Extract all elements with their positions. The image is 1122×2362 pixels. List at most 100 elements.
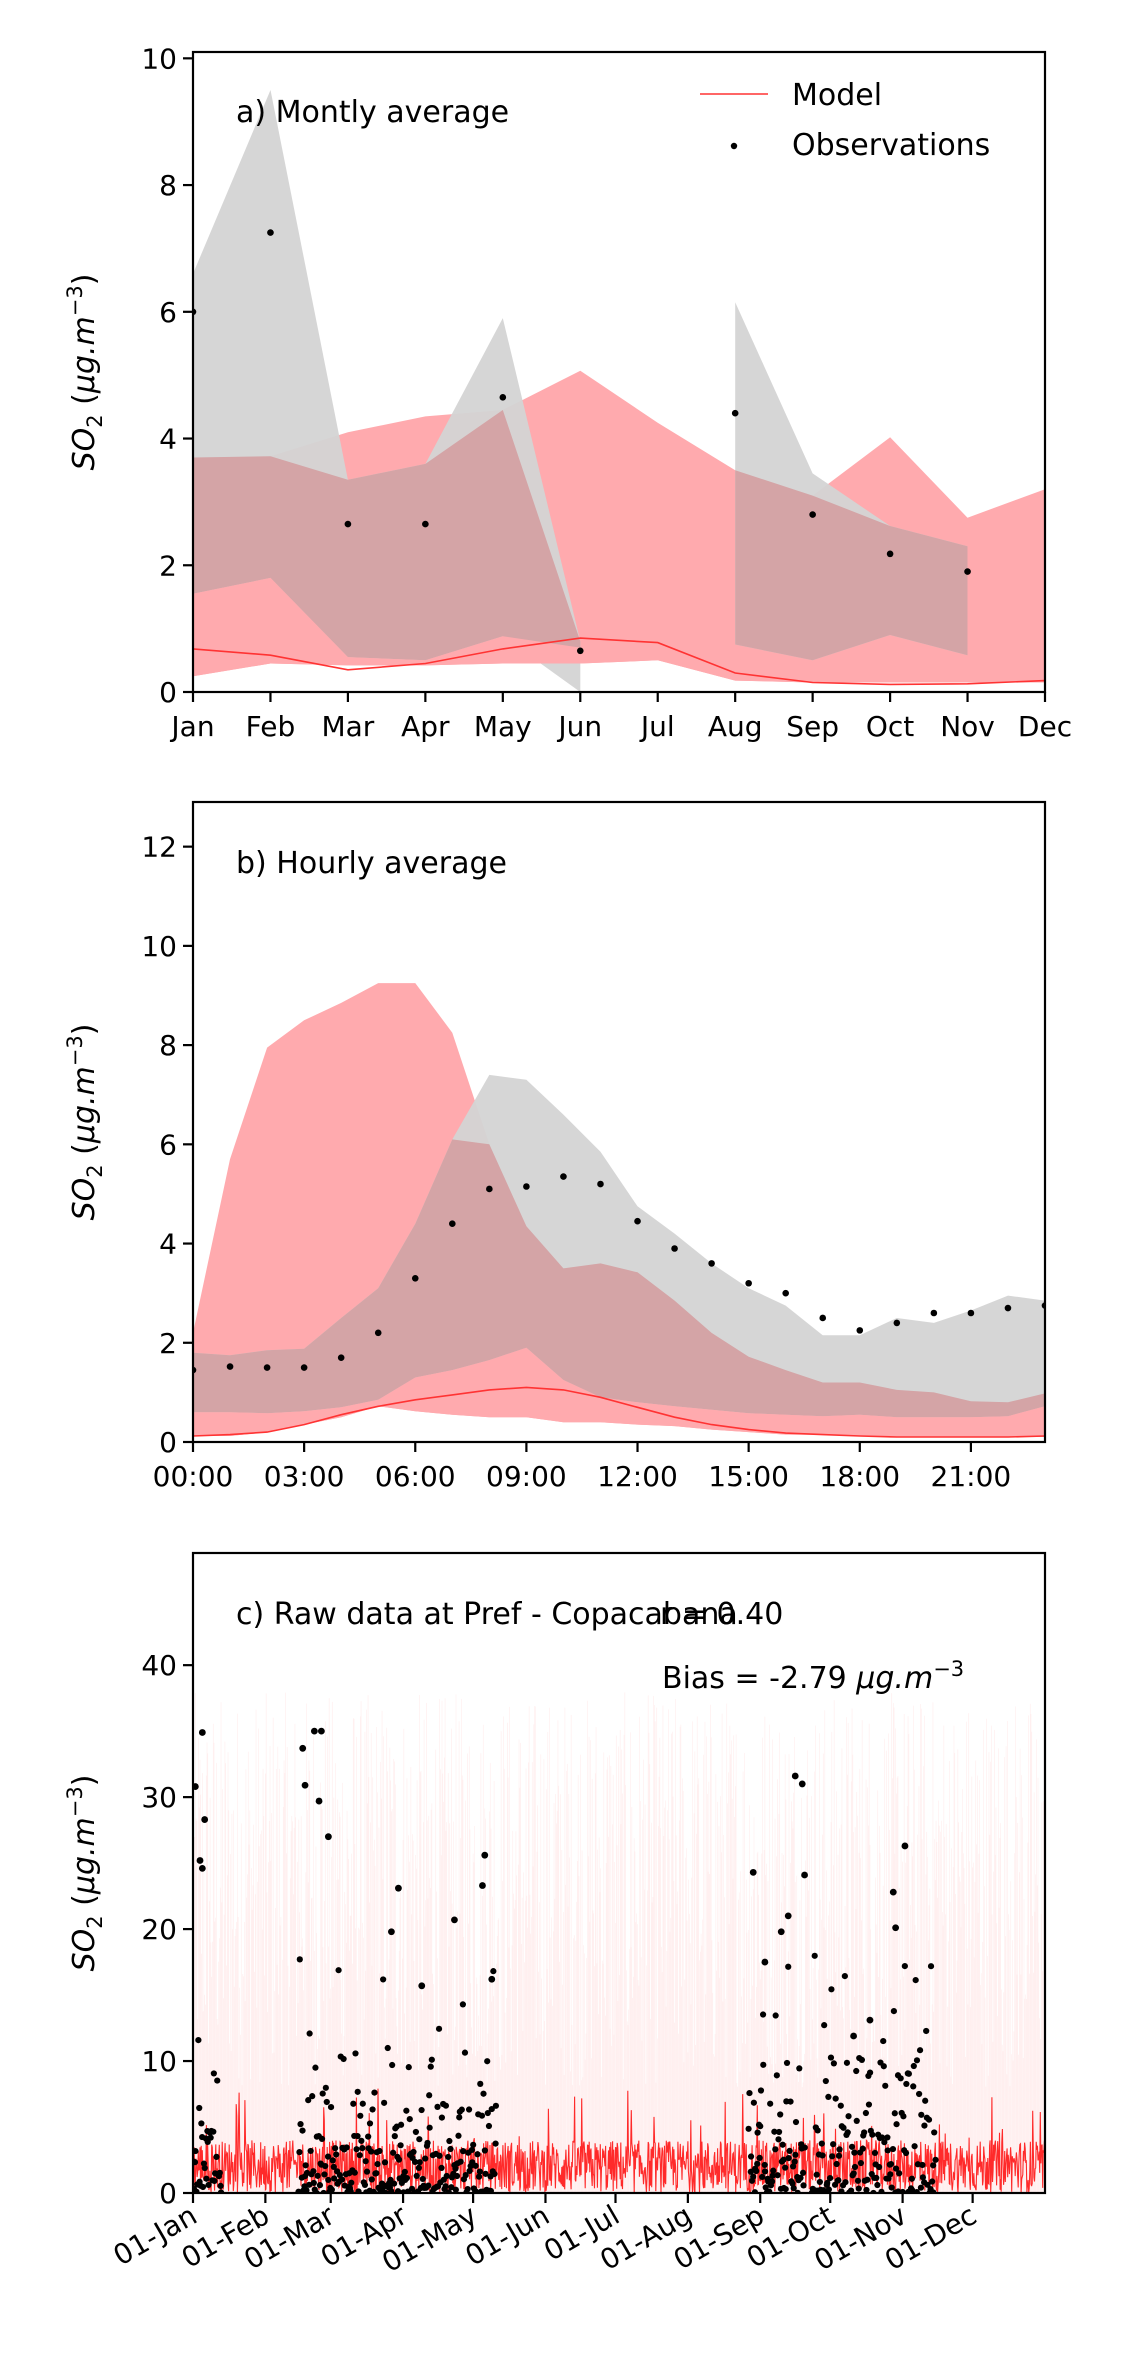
panel-c-observation-peak-point <box>850 2032 857 2040</box>
panel-c-observation-point <box>354 2132 361 2140</box>
panel-c-observation-point <box>442 2102 450 2109</box>
panel-c-observation-point <box>381 2099 388 2106</box>
panel-c-observation-point <box>792 2151 799 2158</box>
panel-c-observation-peak-point <box>198 1729 206 1736</box>
panel-c-observation-point <box>857 2159 865 2167</box>
panel-c-observation-point <box>830 2060 837 2067</box>
panel-c-observation-point <box>353 2146 360 2153</box>
panel-c-observation-point <box>873 2174 880 2182</box>
panel-c-observation-point <box>297 2121 304 2128</box>
panel-c-observation-point <box>821 2022 828 2029</box>
panel-c-observation-point <box>863 2186 870 2193</box>
panel-c-observation-point <box>754 2129 761 2136</box>
panel-c-observation-peak-point <box>310 1727 318 1735</box>
panel-c-y-tick-label: 20 <box>141 1913 177 1946</box>
panel-b-observation-point <box>411 1274 419 1282</box>
panel-c-observation-point <box>750 2173 757 2180</box>
panel-c-observation-point <box>426 2092 433 2099</box>
panel-c-observation-point <box>193 2159 199 2166</box>
panel-c-observation-point <box>310 2179 317 2187</box>
panel-c-observation-point <box>435 2025 443 2032</box>
panel-c-observation-point <box>916 2090 923 2098</box>
panel-c-observation-point <box>921 2122 928 2129</box>
panel-c-observation-point <box>862 2109 869 2117</box>
panel-c-observation-point <box>368 2148 375 2155</box>
panel-c-observation-peak-point <box>749 1868 757 1876</box>
panel-c-observation-point <box>791 2158 798 2165</box>
panel-c-observation-point <box>813 2171 820 2178</box>
panel-c-observation-point <box>210 2070 217 2077</box>
panel-a-y-tick-label: 10 <box>141 42 177 75</box>
panel-c-observation-point <box>913 2057 921 2064</box>
panel-c-observation-point <box>465 2106 473 2113</box>
panel-c-observation-point <box>875 2163 883 2171</box>
panel-c-title: c) Raw data at Pref - Copacabana <box>236 1597 738 1632</box>
panel-c-observation-point <box>825 2186 832 2193</box>
panel-c-observation-point <box>214 2077 221 2084</box>
panel-c-observation-point <box>322 2084 329 2091</box>
panel-c-observation-point <box>376 2147 383 2155</box>
panel-c-observation-point <box>747 2168 754 2175</box>
panel-b-y-tick-label: 6 <box>159 1128 177 1161</box>
panel-c-observation-point <box>859 2145 866 2152</box>
panel-a-observation-point <box>422 520 429 528</box>
panel-c-observation-point <box>303 2187 310 2193</box>
panel-b-observation-point <box>226 1363 234 1370</box>
panel-c-observation-point <box>754 2160 761 2167</box>
panel-c-observation-point <box>478 2112 486 2119</box>
panel-c-observation-point <box>811 1952 818 1959</box>
panel-a-y-tick-label: 8 <box>159 169 177 202</box>
panel-c-observation-point <box>413 2172 420 2179</box>
panel-b-x-tick-label: 00:00 <box>153 1460 234 1493</box>
panel-c-observation-point <box>476 2168 483 2175</box>
panel-c-observation-point <box>814 2127 821 2134</box>
panel-c-observation-point <box>777 2111 784 2118</box>
panel-a-monthly-average: 0 2 4 6 8 10 Jan Feb Mar Apr May Jun Jul Aug Sep Oct No… <box>63 42 1072 743</box>
panel-b-observation-point <box>930 1309 938 1317</box>
panel-c-observation-point <box>844 2129 851 2136</box>
panel-a-y-axis-label: SO2 (μg.m−3) <box>63 274 107 471</box>
panel-b-observation-point <box>893 1319 901 1327</box>
panel-b-observation-point <box>449 1220 456 1228</box>
panel-b-y-tick-label: 4 <box>159 1228 177 1261</box>
panel-c-observation-point <box>830 2141 837 2148</box>
panel-a-model-inner-band <box>193 577 1045 683</box>
panel-c-observation-point <box>468 2146 475 2154</box>
panel-c-observation-point <box>203 2175 210 2182</box>
panel-c-observation-point <box>767 2100 774 2107</box>
panel-c-observation-point <box>779 2141 786 2148</box>
panel-c-observation-point <box>826 2175 834 2182</box>
panel-c-observation-point <box>309 2093 316 2100</box>
panel-c-observation-point <box>307 2147 314 2155</box>
panel-c-observation-point <box>410 2148 417 2156</box>
panel-c-observation-point <box>356 2152 363 2159</box>
panel-b-y-tick-label: 10 <box>141 930 177 963</box>
panel-a-observation-point <box>499 394 507 401</box>
panel-c-observation-point <box>900 2113 907 2120</box>
panel-c-observation-point <box>845 2113 852 2120</box>
panel-c-observation-point <box>359 2100 366 2107</box>
panel-c-observation-point <box>901 1963 908 1970</box>
panel-c-observation-peak-point <box>901 1842 909 1850</box>
panel-c-observation-point <box>306 2030 313 2037</box>
panel-c-observation-point <box>770 2167 777 2174</box>
panel-b-observation-point <box>597 1180 604 1188</box>
panel-c-observation-point <box>818 2140 825 2147</box>
panel-c-observation-peak-point <box>315 1797 323 1805</box>
panel-c-observation-point <box>419 2175 426 2183</box>
panel-c-observation-point <box>359 2145 366 2152</box>
panel-c-observation-point <box>211 2177 218 2185</box>
panel-c-observation-point <box>908 2175 916 2182</box>
panel-c-observation-point <box>840 2124 847 2131</box>
panel-c-observation-point <box>193 2147 199 2155</box>
panel-c-observation-point <box>354 2088 361 2095</box>
panel-c-observation-point <box>446 2137 453 2145</box>
panel-c-observation-point <box>461 2049 469 2056</box>
panel-c-observation-point <box>485 2122 493 2130</box>
panel-b-x-tick-label: 09:00 <box>486 1460 567 1493</box>
panel-c-observation-point <box>380 1976 387 1983</box>
panel-c-observation-peak-point <box>866 2016 874 2024</box>
panel-a-x-tick-label: Dec <box>1018 710 1072 743</box>
bias-annotation-value: Bias = -2.79 <box>662 1661 856 1696</box>
panel-c-observation-point <box>832 2095 839 2102</box>
